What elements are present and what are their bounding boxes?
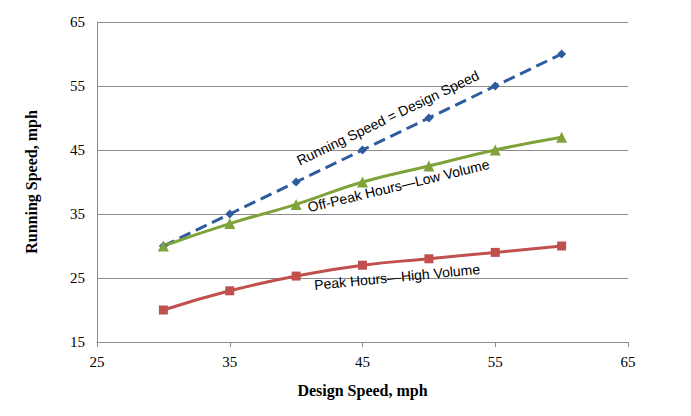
svg-text:Off-Peak Hours—Low Volume: Off-Peak Hours—Low Volume	[306, 156, 491, 215]
svg-text:Running Speed, mph: Running Speed, mph	[23, 110, 41, 254]
svg-text:55: 55	[488, 354, 503, 370]
svg-text:55: 55	[70, 78, 85, 94]
svg-text:Design Speed, mph: Design Speed, mph	[297, 382, 427, 400]
svg-text:65: 65	[621, 354, 636, 370]
svg-text:15: 15	[70, 334, 85, 350]
svg-text:65: 65	[70, 14, 85, 30]
svg-text:25: 25	[90, 354, 105, 370]
svg-text:25: 25	[70, 270, 85, 286]
svg-text:Peak Hours—High Volume: Peak Hours—High Volume	[314, 261, 481, 293]
svg-text:Running Speed = Design Speed: Running Speed = Design Speed	[294, 67, 482, 168]
svg-text:35: 35	[70, 206, 85, 222]
svg-text:45: 45	[70, 142, 85, 158]
svg-text:45: 45	[355, 354, 370, 370]
svg-text:35: 35	[222, 354, 237, 370]
